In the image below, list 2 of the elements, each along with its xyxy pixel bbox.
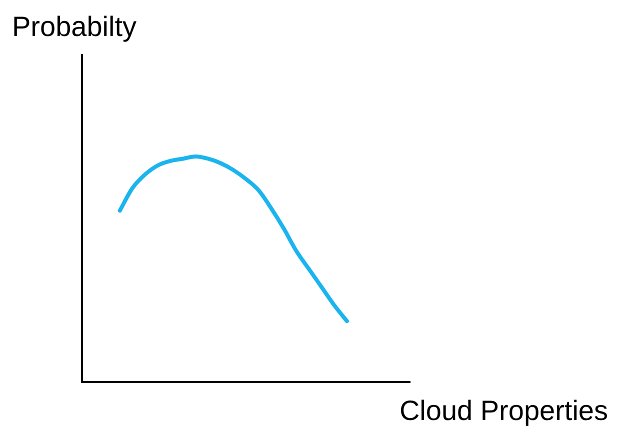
y-axis-title: Probabilty xyxy=(12,11,137,42)
x-axis-title: Cloud Properties xyxy=(399,395,608,426)
